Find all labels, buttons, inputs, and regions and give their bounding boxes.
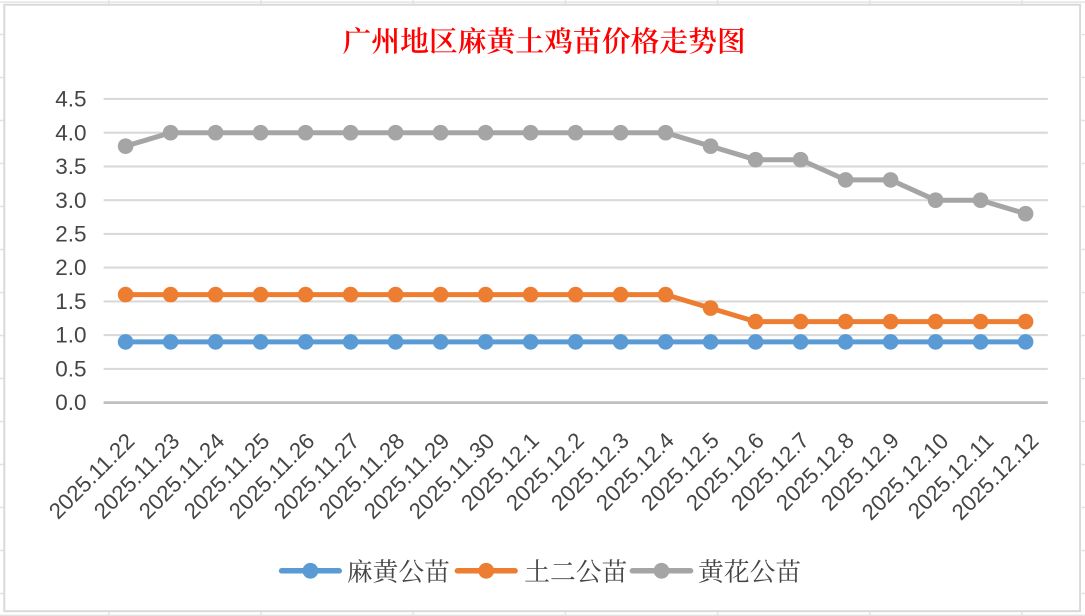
svg-text:0.0: 0.0 bbox=[55, 390, 86, 415]
svg-text:1.0: 1.0 bbox=[55, 323, 86, 348]
svg-text:1.5: 1.5 bbox=[55, 289, 86, 314]
svg-text:3.0: 3.0 bbox=[55, 188, 86, 213]
svg-text:3.5: 3.5 bbox=[55, 154, 86, 179]
svg-text:0.5: 0.5 bbox=[55, 357, 86, 382]
svg-text:2.5: 2.5 bbox=[55, 222, 86, 247]
svg-text:2.0: 2.0 bbox=[55, 255, 86, 280]
svg-text:4.5: 4.5 bbox=[55, 87, 86, 112]
svg-text:4.0: 4.0 bbox=[55, 120, 86, 145]
